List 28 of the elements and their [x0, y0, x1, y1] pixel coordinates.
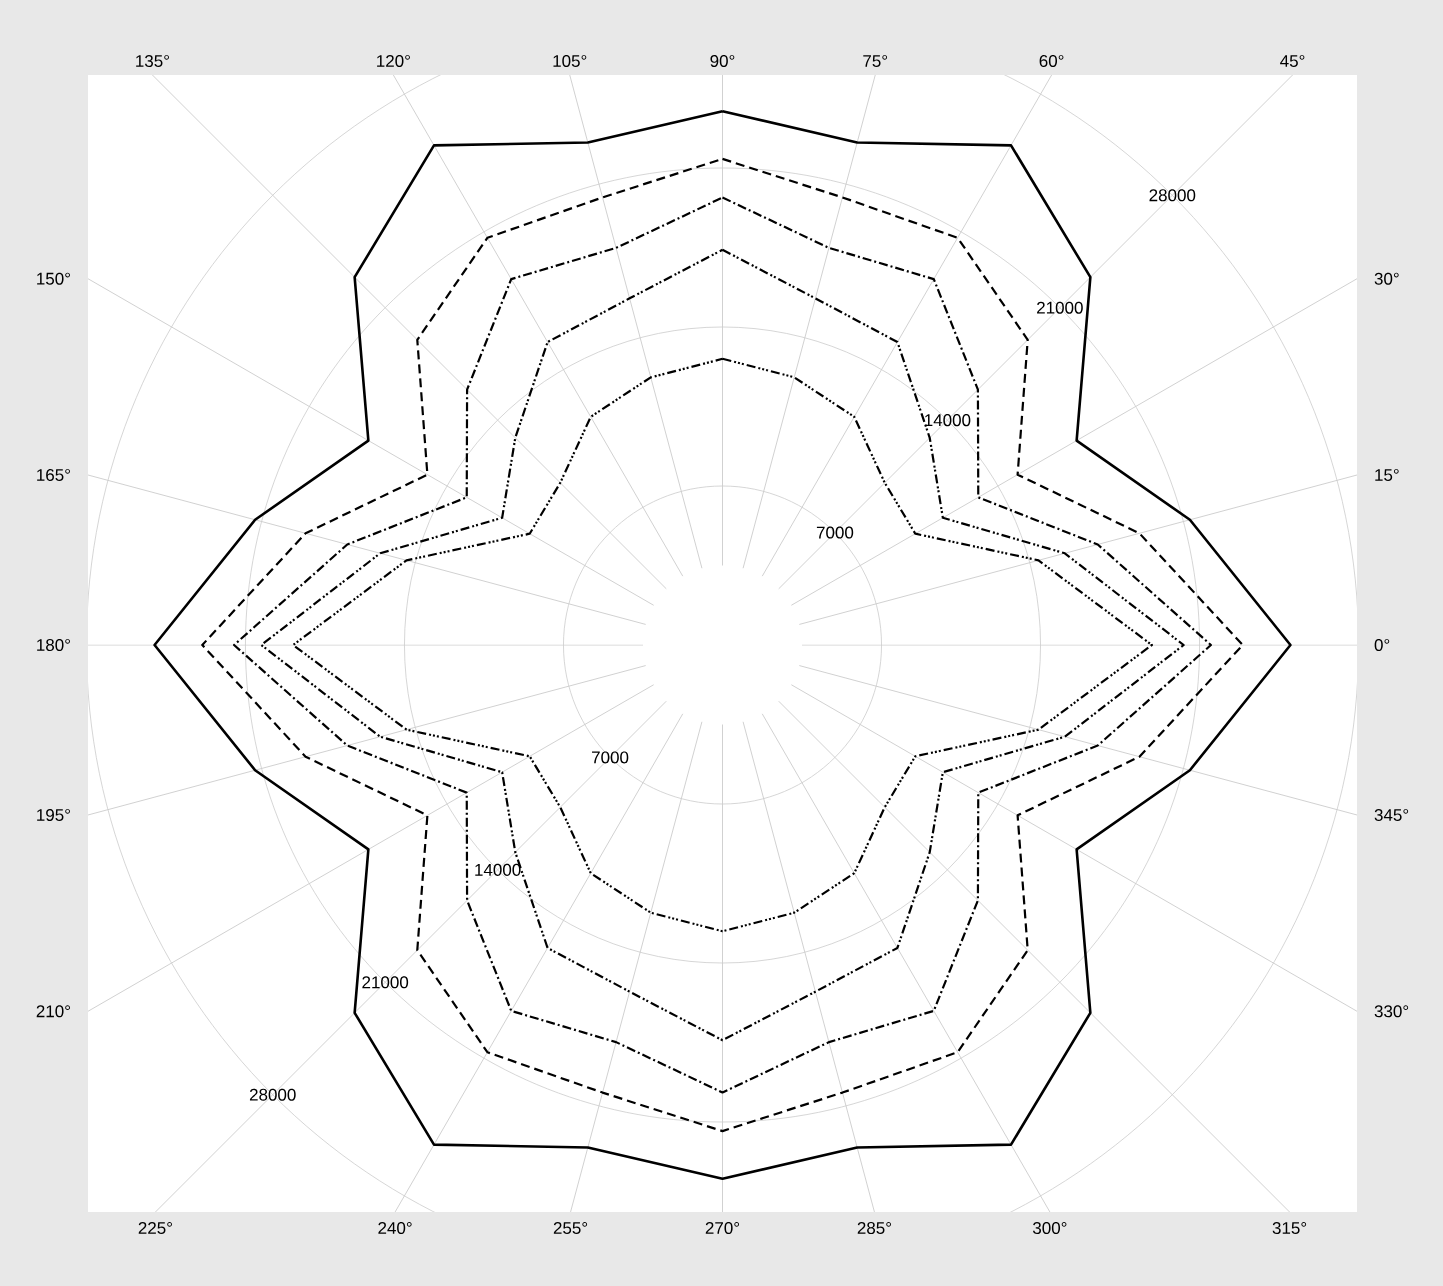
spoke-label: 285°: [857, 1222, 891, 1235]
spoke-label: 120°: [377, 54, 410, 68]
spoke-label: 0°: [1374, 638, 1390, 652]
text: 7000: [592, 751, 629, 764]
spoke-label: 45°: [1280, 54, 1305, 68]
text: 14000: [475, 863, 521, 876]
spoke-label: 165°: [37, 468, 70, 482]
spoke-label: 195°: [37, 808, 70, 822]
spoke-label: 105°: [553, 54, 587, 68]
spoke-label: 330°: [1374, 1005, 1409, 1018]
spoke-label: 60°: [1039, 54, 1064, 68]
spoke-label: 90°: [710, 54, 735, 68]
spoke-label: 255°: [553, 1222, 588, 1235]
text: 28000: [249, 1088, 296, 1101]
spoke-label: 75°: [863, 54, 888, 68]
spoke-label: 135°: [136, 54, 169, 68]
spoke-label: 315°: [1272, 1222, 1307, 1235]
spoke-label: 225°: [138, 1222, 172, 1235]
spoke-label: 345°: [1374, 808, 1409, 822]
spoke-label: 210°: [36, 1005, 70, 1018]
text: 21000: [362, 976, 409, 989]
spoke-label: 150°: [37, 272, 70, 285]
spoke-label: 240°: [378, 1222, 412, 1235]
spoke-label: 300°: [1032, 1222, 1067, 1235]
spoke-label: 15°: [1375, 468, 1399, 482]
spoke-label: 270°: [705, 1222, 740, 1235]
spoke-label: 180°: [37, 638, 70, 652]
spoke-label: 30°: [1374, 272, 1399, 285]
